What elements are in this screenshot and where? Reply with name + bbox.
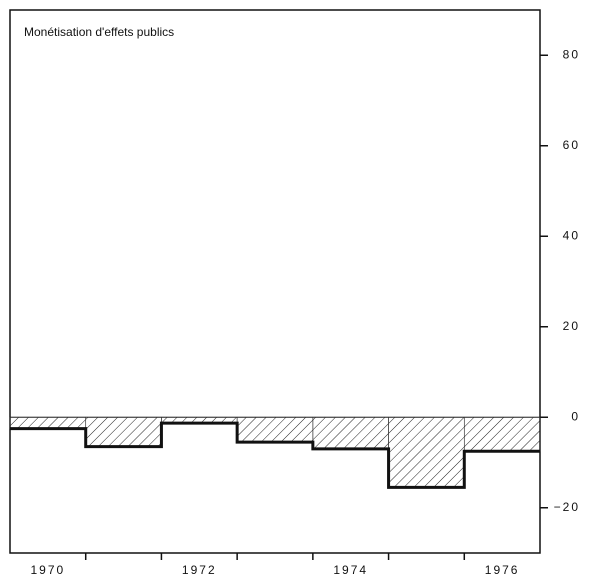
bar: [236, 416, 314, 443]
bar: [388, 416, 465, 488]
plot-frame: [9, 9, 541, 554]
bar: [85, 416, 162, 447]
y-tick-label: 0: [571, 409, 580, 423]
bar: [9, 416, 87, 429]
y-tick-label: 20: [563, 319, 580, 333]
x-tick-label: 1976: [485, 563, 520, 577]
x-tick-label: 1970: [31, 563, 66, 577]
step-line: [10, 421, 540, 489]
y-tick-label: 60: [563, 138, 580, 152]
y-tick-label: 40: [563, 228, 580, 242]
y-tick-label: 80: [563, 47, 580, 61]
bar: [463, 416, 541, 452]
bar: [312, 416, 389, 450]
x-tick-label: 1972: [182, 563, 217, 577]
y-tick-label: −20: [554, 500, 580, 514]
x-tick-label: 1974: [333, 563, 368, 577]
chart-title: Monétisation d'effets publics: [24, 25, 174, 39]
